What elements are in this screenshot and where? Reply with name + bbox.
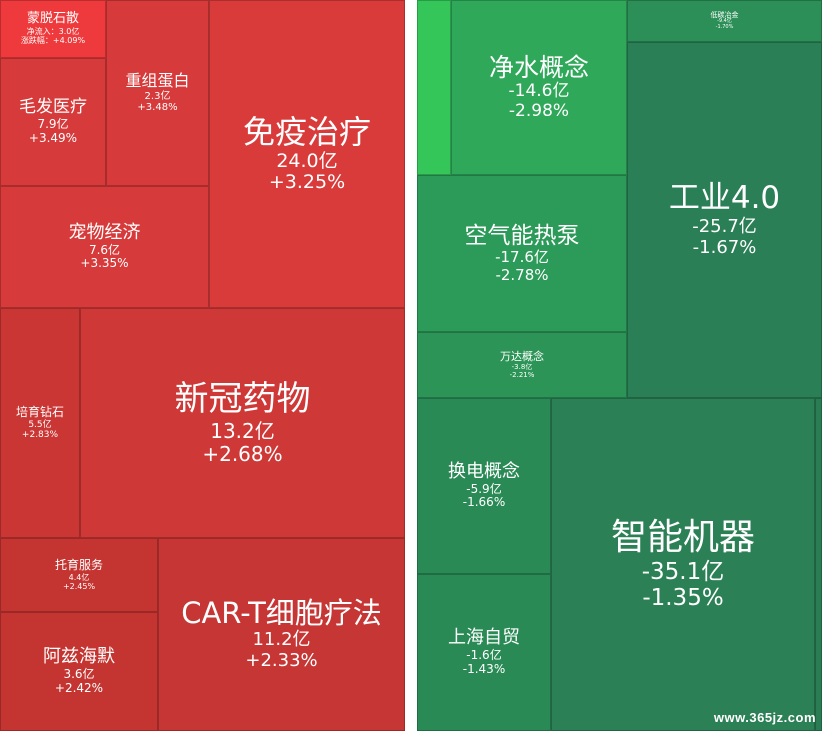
- tile-name: 重组蛋白: [125, 71, 190, 91]
- tile-change: +3.49%: [28, 130, 78, 145]
- tile-name: 低碳冶金: [710, 11, 739, 20]
- watermark: www.365jz.com: [713, 710, 816, 725]
- tile-change: -2.98%: [508, 100, 570, 121]
- tile-change: -1.66%: [462, 495, 506, 510]
- tile-change: +2.83%: [21, 429, 59, 440]
- tile-flow: 4.4亿: [68, 572, 90, 582]
- panel-divider: [405, 0, 417, 731]
- tile-flow: 净流入：3.0亿: [26, 27, 80, 37]
- tile-name: 蒙脱石散: [26, 11, 79, 27]
- tile-change: +3.48%: [137, 102, 178, 114]
- tile-name: 免疫治疗: [242, 112, 371, 151]
- tile-flow: -9.4亿: [717, 18, 732, 25]
- tile-name: 空气能热泵: [464, 223, 580, 250]
- tile-flow: -5.9亿: [466, 481, 502, 496]
- tile-name: CAR-T细胞疗法: [181, 596, 382, 631]
- tile-flow: -35.1亿: [641, 558, 725, 585]
- tile-flow: 11.2亿: [252, 629, 311, 651]
- tile-xinguanyaowu[interactable]: 新冠药物 13.2亿 +2.68%: [80, 308, 405, 538]
- tile-flow: -3.8亿: [511, 363, 533, 372]
- tile-name: 宠物经济: [68, 221, 141, 243]
- tile-name: 智能机器: [610, 517, 755, 559]
- tile-gongye40[interactable]: 工业4.0 -25.7亿 -1.67%: [627, 42, 822, 398]
- tile-flow: 7.6亿: [88, 242, 121, 257]
- tile-jingshuigainian[interactable]: 净水概念 -14.6亿 -2.98%: [451, 0, 627, 175]
- tile-flow: -1.6亿: [466, 648, 502, 663]
- tile-change: +2.42%: [54, 680, 104, 695]
- tile-mianyizhiliao[interactable]: 免疫治疗 24.0亿 +3.25%: [209, 0, 405, 308]
- tile-chongzudanbai[interactable]: 重组蛋白 2.3亿 +3.48%: [106, 0, 209, 186]
- tile-flow: 24.0亿: [276, 149, 338, 172]
- tile-name: 托育服务: [54, 557, 103, 572]
- tile-change: +2.33%: [245, 650, 318, 672]
- tile-change: +2.68%: [202, 441, 283, 466]
- tile-peiyuzuanshi[interactable]: 培育钻石 5.5亿 +2.83%: [0, 308, 80, 538]
- tile-azihaimo[interactable]: 阿兹海默 3.6亿 +2.42%: [0, 612, 158, 731]
- tile-flow: -14.6亿: [508, 81, 570, 102]
- tile-name: 毛发医疗: [19, 97, 87, 118]
- tile-bright-unlabeled[interactable]: [417, 0, 451, 175]
- tile-flow: -25.7亿: [692, 216, 757, 238]
- tile-maofayiliao[interactable]: 毛发医疗 7.9亿 +3.49%: [0, 58, 106, 186]
- tile-change: -1.43%: [462, 661, 506, 676]
- tile-name: 万达概念: [500, 349, 544, 363]
- tile-shanghaizimao[interactable]: 上海自贸 -1.6亿 -1.43%: [417, 574, 551, 731]
- tile-mengtuoshisan[interactable]: 蒙脱石散 净流入：3.0亿 涨跌幅：+4.09%: [0, 0, 106, 58]
- tile-name: 阿兹海默: [43, 646, 115, 668]
- tile-name: 上海自贸: [448, 627, 520, 649]
- tile-name: 新冠药物: [174, 379, 311, 420]
- tile-kongqinengrebeng[interactable]: 空气能热泵 -17.6亿 -2.78%: [417, 175, 627, 332]
- tile-tuoyufuwu[interactable]: 托育服务 4.4亿 +2.45%: [0, 538, 158, 612]
- tile-flow: 3.6亿: [63, 667, 95, 682]
- tile-change: -2.21%: [509, 371, 535, 380]
- tile-ditanyejin[interactable]: 低碳冶金 -9.4亿 -1.70%: [627, 0, 822, 42]
- tile-change: -1.70%: [715, 24, 734, 31]
- tile-zhinengjiqi[interactable]: 智能机器 -35.1亿 -1.35%: [551, 398, 815, 731]
- tile-change: +3.25%: [268, 171, 346, 194]
- tile-change: +2.45%: [62, 581, 96, 591]
- tile-name: 换电概念: [448, 460, 520, 482]
- tile-chongwujingji[interactable]: 宠物经济 7.6亿 +3.35%: [0, 186, 209, 308]
- tile-huandiangainian[interactable]: 换电概念 -5.9亿 -1.66%: [417, 398, 551, 574]
- tile-flow: 5.5亿: [28, 419, 52, 430]
- tile-edge-strip[interactable]: [815, 398, 822, 731]
- tile-change: -2.78%: [495, 265, 549, 284]
- tile-wandagainian[interactable]: 万达概念 -3.8亿 -2.21%: [417, 332, 627, 398]
- tile-flow: 13.2亿: [210, 418, 275, 443]
- tile-change: -1.67%: [692, 236, 757, 258]
- tile-flow: 7.9亿: [37, 116, 69, 131]
- tile-flow: -17.6亿: [495, 248, 549, 267]
- tile-cart[interactable]: CAR-T细胞疗法 11.2亿 +2.33%: [158, 538, 405, 731]
- tile-name: 培育钻石: [15, 404, 64, 419]
- tile-change: -1.35%: [642, 585, 724, 612]
- tile-flow: 2.3亿: [144, 90, 171, 102]
- tile-name: 工业4.0: [668, 180, 781, 217]
- tile-change: +3.35%: [80, 256, 129, 271]
- tile-name: 净水概念: [488, 52, 589, 82]
- tile-change: 涨跌幅：+4.09%: [20, 36, 86, 46]
